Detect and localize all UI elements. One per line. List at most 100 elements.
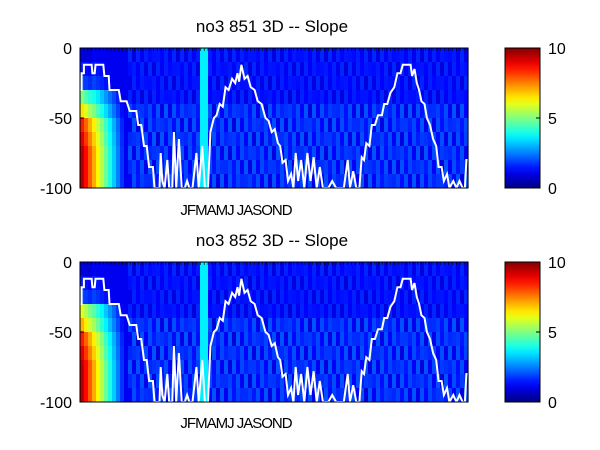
heatmap-cell: [196, 90, 201, 105]
heatmap-cell: [248, 160, 253, 175]
heatmap-cell: [104, 90, 109, 105]
heatmap-cell: [104, 174, 109, 189]
heatmap-cell: [116, 346, 121, 361]
heatmap-cell: [80, 388, 85, 403]
heatmap-cell: [212, 160, 217, 175]
heatmap-cell: [220, 276, 225, 291]
heatmap-cell: [276, 332, 281, 347]
heatmap-cell: [276, 62, 281, 77]
heatmap-cell: [108, 62, 113, 77]
heatmap-cell: [200, 332, 205, 347]
heatmap-cell: [80, 332, 85, 347]
heatmap-cell: [340, 90, 345, 105]
heatmap-cell: [184, 360, 189, 375]
heatmap-cell: [448, 374, 453, 389]
heatmap-cell: [316, 346, 321, 361]
heatmap-cell: [156, 62, 161, 77]
heatmap-cell: [444, 132, 449, 147]
heatmap-cell: [96, 262, 101, 277]
heatmap-cell: [140, 388, 145, 403]
heatmap-cell: [136, 90, 141, 105]
heatmap-cell: [376, 90, 381, 105]
heatmap-cell: [96, 76, 101, 91]
heatmap-cell: [224, 304, 229, 319]
heatmap-cell: [244, 318, 249, 333]
heatmap-cell: [264, 118, 269, 133]
heatmap-cell: [452, 332, 457, 347]
heatmap-cell: [212, 276, 217, 291]
heatmap-cell: [336, 76, 341, 91]
heatmap-cell: [92, 160, 97, 175]
heatmap-cell: [352, 276, 357, 291]
heatmap-cell: [312, 48, 317, 63]
heatmap-cell: [428, 90, 433, 105]
heatmap-cell: [180, 118, 185, 133]
heatmap-cell: [460, 132, 465, 147]
heatmap-cell: [84, 118, 89, 133]
heatmap-cell: [112, 318, 117, 333]
heatmap-cell: [456, 48, 461, 63]
heatmap-cell: [128, 174, 133, 189]
heatmap-cell: [456, 290, 461, 305]
heatmap-cell: [140, 290, 145, 305]
heatmap-cell: [284, 290, 289, 305]
heatmap-cell: [292, 90, 297, 105]
heatmap-cell: [372, 318, 377, 333]
heatmap-cell: [148, 118, 153, 133]
heatmap-cell: [260, 160, 265, 175]
heatmap-cell: [248, 346, 253, 361]
heatmap-cell: [120, 146, 125, 161]
heatmap-cell: [208, 90, 213, 105]
heatmap-cell: [212, 90, 217, 105]
heatmap-cell: [440, 62, 445, 77]
heatmap-cell: [196, 146, 201, 161]
heatmap-cell: [444, 388, 449, 403]
heatmap-cell: [92, 118, 97, 133]
heatmap-cell: [372, 388, 377, 403]
heatmap-cell: [80, 276, 85, 291]
heatmap-cell: [220, 318, 225, 333]
heatmap-cell: [300, 388, 305, 403]
heatmap-cell: [224, 332, 229, 347]
heatmap-cell: [316, 76, 321, 91]
heatmap-cell: [464, 388, 469, 403]
heatmap-cell: [416, 104, 421, 119]
heatmap-cell: [204, 262, 209, 277]
heatmap-cell: [128, 62, 133, 77]
heatmap-cell: [352, 104, 357, 119]
heatmap-cell: [336, 62, 341, 77]
heatmap-cell: [160, 146, 165, 161]
heatmap-cell: [388, 276, 393, 291]
heatmap-cell: [252, 388, 257, 403]
heatmap-cell: [240, 160, 245, 175]
heatmap-cell: [152, 104, 157, 119]
heatmap-cell: [260, 318, 265, 333]
heatmap-cell: [344, 62, 349, 77]
heatmap-cell: [272, 374, 277, 389]
heatmap-cell: [312, 90, 317, 105]
heatmap-cell: [336, 48, 341, 63]
heatmap-cell: [116, 276, 121, 291]
heatmap-cell: [192, 304, 197, 319]
heatmap-cell: [116, 146, 121, 161]
heatmap-cell: [284, 304, 289, 319]
heatmap-cell: [212, 290, 217, 305]
heatmap-cell: [408, 118, 413, 133]
heatmap-cell: [168, 104, 173, 119]
heatmap-cell: [188, 174, 193, 189]
heatmap-cell: [108, 374, 113, 389]
heatmap-cell: [412, 48, 417, 63]
heatmap-cell: [292, 118, 297, 133]
heatmap-cell: [260, 290, 265, 305]
heatmap-cell: [160, 360, 165, 375]
heatmap-cell: [360, 174, 365, 189]
heatmap-cell: [320, 104, 325, 119]
heatmap-cell: [168, 332, 173, 347]
heatmap-cell: [176, 304, 181, 319]
heatmap-cell: [432, 132, 437, 147]
heatmap-cell: [328, 132, 333, 147]
heatmap-cell: [392, 374, 397, 389]
heatmap-cell: [248, 174, 253, 189]
heatmap-cell: [244, 332, 249, 347]
heatmap-cell: [252, 374, 257, 389]
